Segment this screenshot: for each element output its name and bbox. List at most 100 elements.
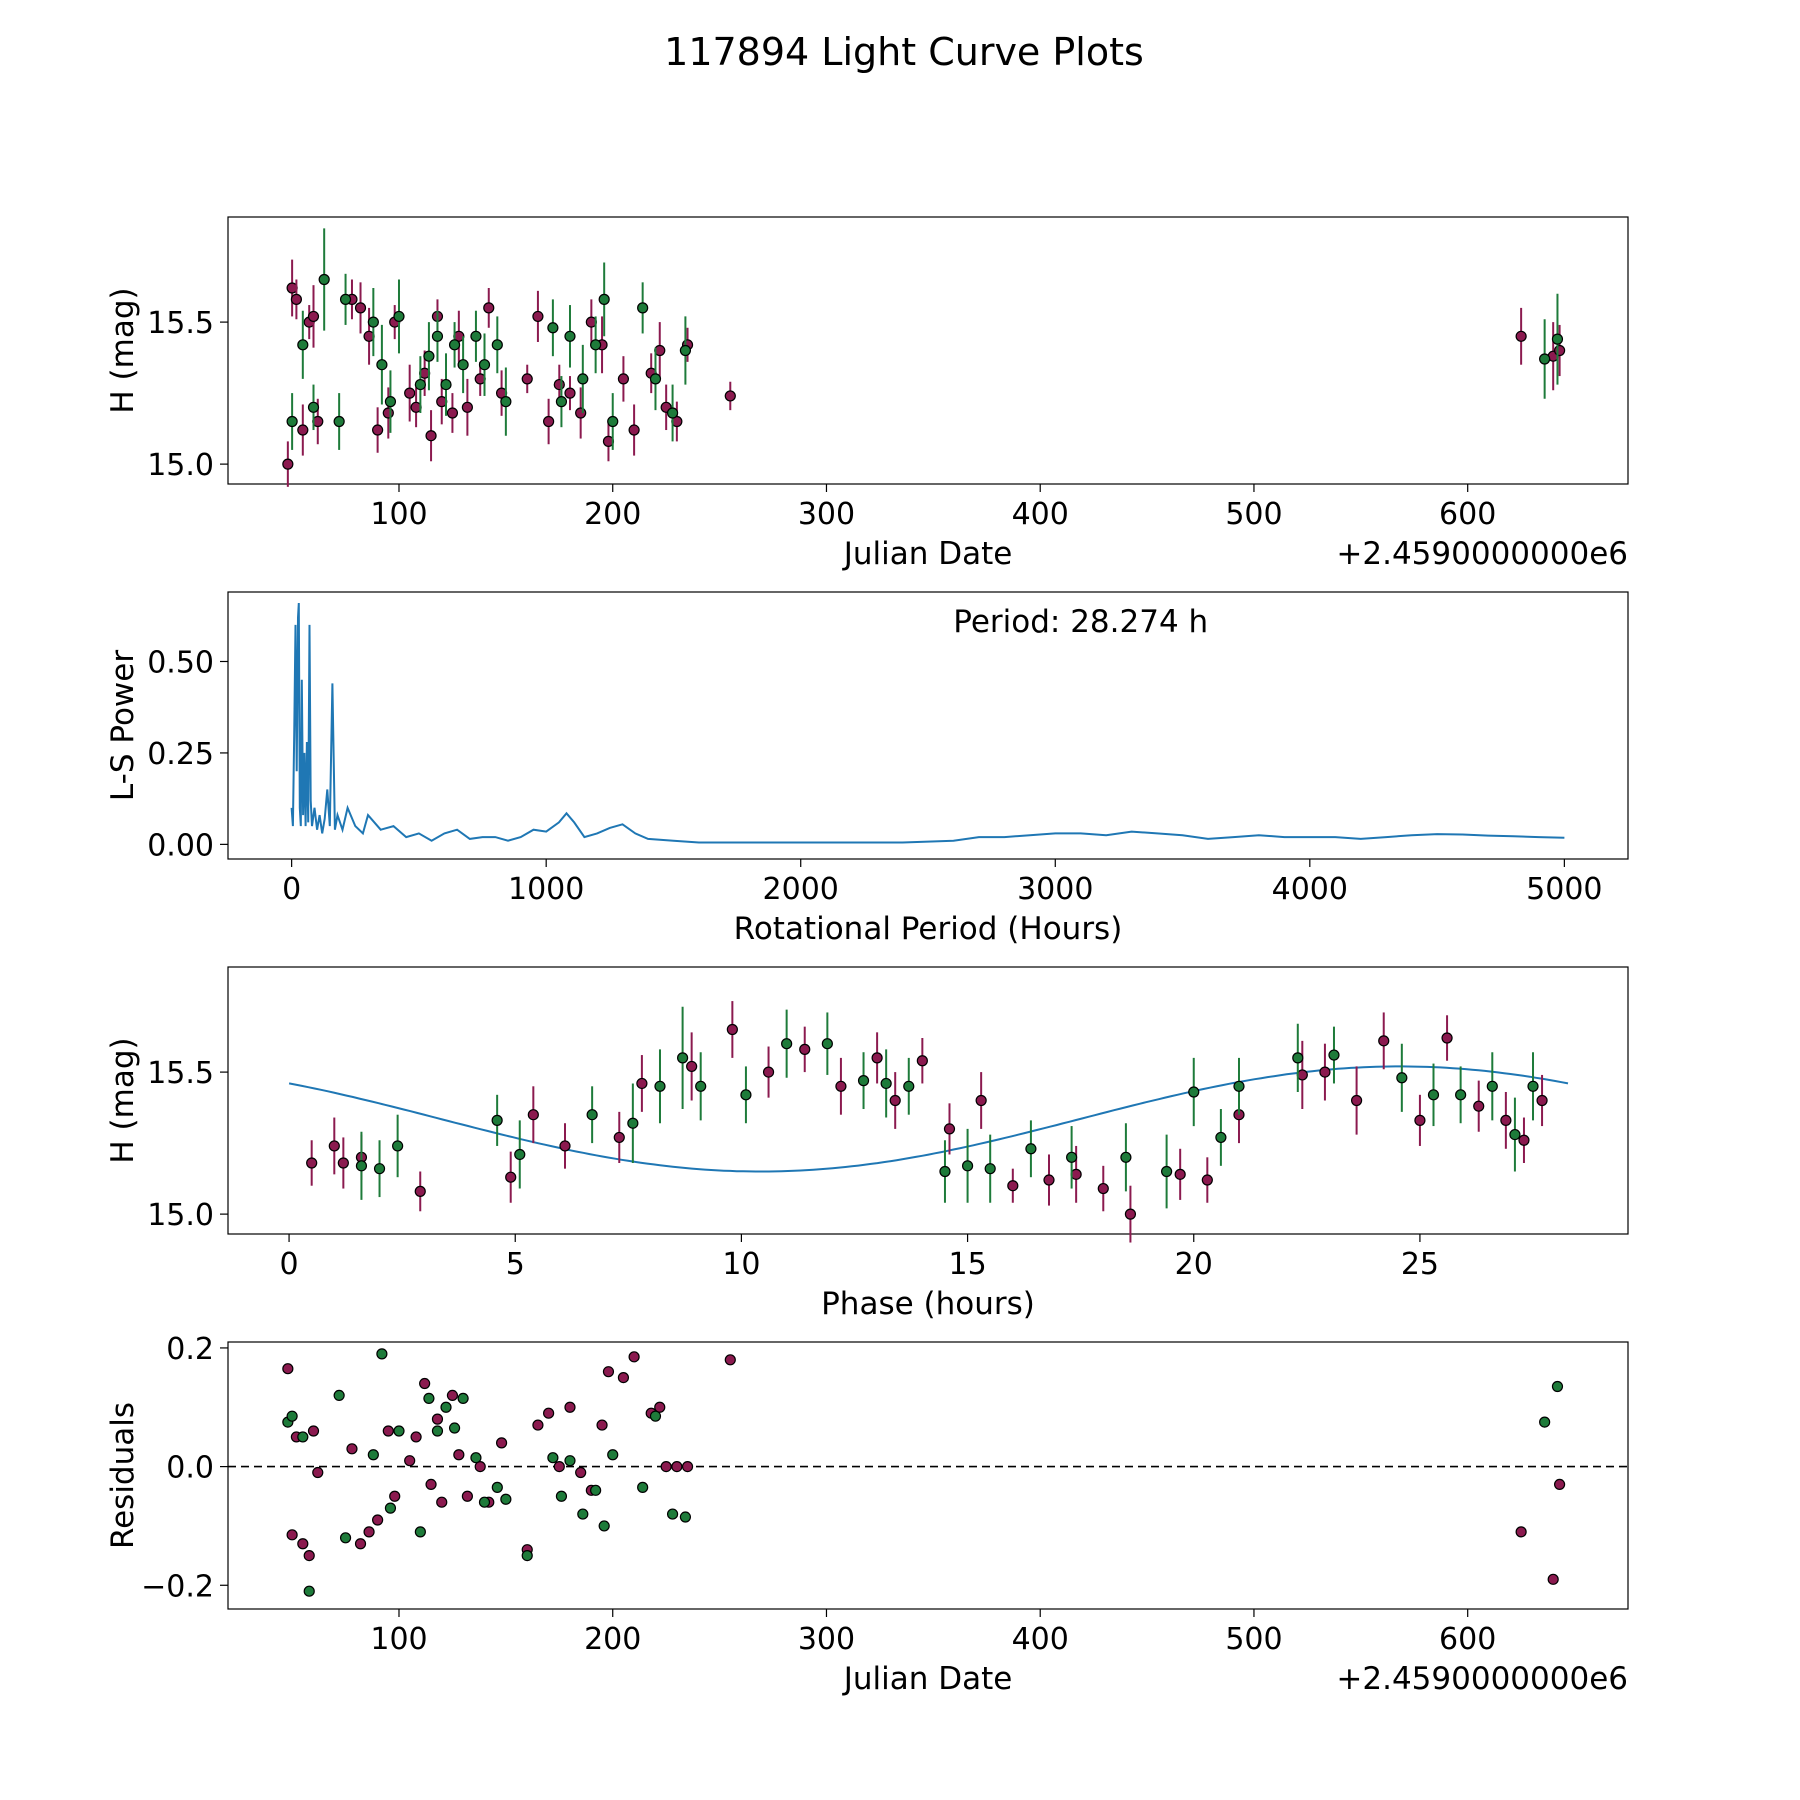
phase-point xyxy=(1070,1168,1082,1180)
lightcurve-point xyxy=(372,424,384,436)
lightcurve-xtick-label: 100 xyxy=(370,497,427,532)
panel-phase: 0 5 10 15 20 25 15.0 15.5 Phase (hours) H (mag) xyxy=(105,966,1629,1322)
residuals-point xyxy=(303,1549,315,1562)
residuals-point xyxy=(553,1460,565,1473)
residuals-point xyxy=(297,1431,309,1443)
residuals-point xyxy=(470,1452,482,1464)
lightcurve-point xyxy=(679,344,692,357)
lightcurve-point xyxy=(491,339,503,351)
lightcurve-point xyxy=(547,322,559,334)
phase-point xyxy=(654,1080,666,1092)
lightcurve-point xyxy=(393,310,405,323)
lightcurve-point xyxy=(282,458,294,470)
residuals-ytick-label: −0.2 xyxy=(141,1569,214,1604)
phase-point xyxy=(1414,1114,1426,1126)
residuals-point xyxy=(384,1502,397,1514)
phase-point xyxy=(961,1160,974,1172)
lightcurve-xtick-label: 400 xyxy=(1012,497,1069,532)
phase-point xyxy=(1296,1069,1308,1081)
phase-point xyxy=(1233,1080,1245,1092)
phase-point xyxy=(586,1109,598,1121)
periodogram-xtick-label: 5000 xyxy=(1526,872,1602,907)
phase-xtick-label: 20 xyxy=(1175,1247,1213,1282)
residuals-point xyxy=(679,1511,692,1523)
residuals-xtick-label: 600 xyxy=(1439,1622,1496,1657)
phase-point xyxy=(1319,1066,1331,1078)
lightcurve-point xyxy=(290,293,302,305)
periodogram-frame xyxy=(227,591,1629,860)
phase-point xyxy=(1500,1114,1512,1126)
lightcurve-point xyxy=(607,415,619,428)
phase-xtick-label: 0 xyxy=(280,1247,299,1282)
phase-point xyxy=(1527,1080,1539,1092)
phase-point xyxy=(1188,1086,1200,1098)
residuals-point xyxy=(1515,1526,1527,1538)
lightcurve-xlabel: Julian Date xyxy=(842,536,1013,572)
phase-point xyxy=(1486,1080,1498,1092)
lightcurve-point xyxy=(521,373,533,385)
phase-point xyxy=(1025,1143,1037,1155)
residuals-xtick-label: 200 xyxy=(584,1622,641,1657)
residuals-point xyxy=(363,1526,375,1538)
residuals-point xyxy=(1554,1478,1566,1491)
residuals-point xyxy=(404,1455,416,1467)
residuals-point xyxy=(577,1508,589,1520)
residuals-frame xyxy=(227,1341,1629,1610)
residuals-ytick-label: 0.2 xyxy=(166,1332,214,1367)
lightcurve-point xyxy=(446,407,459,419)
phase-model-curve xyxy=(288,1065,1569,1173)
residuals-point xyxy=(414,1526,426,1538)
phase-xtick-label: 10 xyxy=(722,1247,760,1282)
phase-point xyxy=(373,1163,386,1175)
phase-point xyxy=(916,1055,928,1067)
residuals-point xyxy=(286,1410,298,1422)
phase-point xyxy=(1066,1151,1078,1163)
lightcurve-point xyxy=(598,293,610,305)
lightcurve-point xyxy=(307,401,320,413)
lightcurve-point xyxy=(318,273,330,286)
phase-point xyxy=(1509,1128,1521,1141)
phase-xtick-label: 5 xyxy=(506,1247,525,1282)
residuals-point xyxy=(339,1532,352,1544)
lightcurve-xtick-label: 300 xyxy=(798,497,855,532)
lightcurve-point xyxy=(367,316,379,328)
periodogram-xtick-label: 1000 xyxy=(508,872,584,907)
periodogram-ytick-label: 0.50 xyxy=(147,645,214,680)
phase-point xyxy=(1097,1182,1109,1195)
phase-point xyxy=(943,1123,956,1135)
lightcurve-point xyxy=(617,373,630,385)
residuals-point xyxy=(547,1452,559,1464)
lightcurve-point xyxy=(431,330,444,342)
periodogram-xtick-label: 4000 xyxy=(1272,872,1348,907)
residuals-point xyxy=(564,1401,576,1413)
phase-xtick-label: 25 xyxy=(1401,1247,1439,1282)
residuals-point xyxy=(681,1460,694,1473)
residuals-point xyxy=(500,1493,512,1505)
residuals-point xyxy=(431,1413,444,1425)
phase-point xyxy=(1518,1134,1530,1146)
residuals-point xyxy=(1547,1573,1559,1585)
phase-point xyxy=(1007,1180,1019,1192)
lightcurve-point xyxy=(555,396,568,408)
lightcurve-point xyxy=(564,387,576,399)
residuals-point xyxy=(590,1484,602,1496)
phase-point xyxy=(1201,1174,1213,1186)
residuals-point xyxy=(303,1585,315,1597)
lightcurve-point xyxy=(470,330,482,342)
phase-point xyxy=(1043,1174,1055,1186)
phase-point xyxy=(695,1080,707,1092)
lightcurve-point xyxy=(564,330,576,342)
residuals-point xyxy=(564,1455,576,1467)
residuals-point xyxy=(602,1366,615,1378)
lightcurve-point xyxy=(628,424,640,436)
phase-point xyxy=(1473,1100,1485,1112)
residuals-point xyxy=(617,1371,630,1384)
lightcurve-point xyxy=(553,378,565,391)
lightcurve-ylabel: H (mag) xyxy=(105,287,141,413)
periodogram-xtick-label: 0 xyxy=(282,872,301,907)
residuals-point xyxy=(453,1449,465,1461)
periodogram-xtick-label: 3000 xyxy=(1017,872,1093,907)
phase-point xyxy=(880,1077,892,1090)
phase-point xyxy=(1174,1168,1186,1180)
lightcurve-point xyxy=(649,373,662,385)
